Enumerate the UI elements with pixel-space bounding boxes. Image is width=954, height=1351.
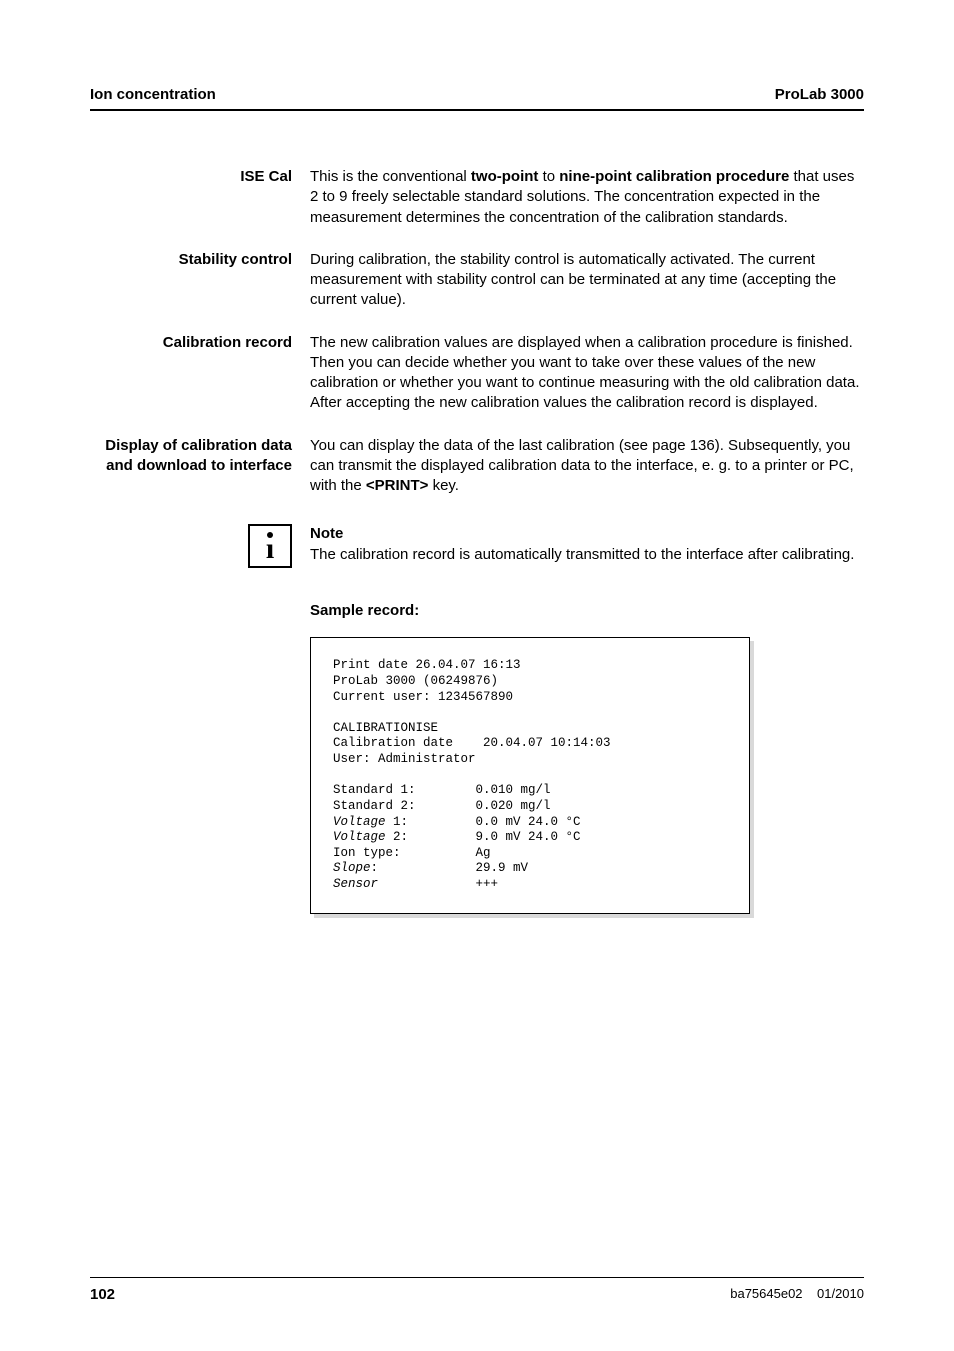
note-text: Note The calibration record is automatic… <box>310 524 864 568</box>
page: Ion concentration ProLab 3000 ISE Cal Th… <box>0 0 954 1351</box>
section-body: You can display the data of the last cal… <box>310 436 864 497</box>
footer-date: 01/2010 <box>817 1286 864 1301</box>
note-body: The calibration record is automatically … <box>310 546 854 563</box>
rec-line: Standard 2: 0.020 mg/l <box>333 799 551 813</box>
rec-line-italic: Slope <box>333 861 371 875</box>
rec-line: User: Administrator <box>333 752 476 766</box>
section-body: This is the conventional two-point to ni… <box>310 167 864 228</box>
section-calibration-record: Calibration record The new calibration v… <box>90 333 864 414</box>
text: This is the conventional <box>310 168 471 185</box>
page-header: Ion concentration ProLab 3000 <box>90 86 864 111</box>
rec-line: +++ <box>378 877 498 891</box>
header-left: Ion concentration <box>90 86 216 103</box>
rec-line: Print date 26.04.07 16:13 <box>333 658 521 672</box>
rec-line-italic: Voltage <box>333 815 386 829</box>
section-body: The new calibration values are displayed… <box>310 333 864 414</box>
info-icon: ı <box>248 524 292 568</box>
page-footer: 102 ba75645e02 01/2010 <box>90 1277 864 1303</box>
rec-line: 1: 0.0 mV 24.0 °C <box>386 815 581 829</box>
sample-wrap: Print date 26.04.07 16:13 ProLab 3000 (0… <box>90 637 864 913</box>
header-right: ProLab 3000 <box>775 86 864 103</box>
rec-line: 2: 9.0 mV 24.0 °C <box>386 830 581 844</box>
rec-line: CALIBRATIONISE <box>333 721 438 735</box>
sample-box: Print date 26.04.07 16:13 ProLab 3000 (0… <box>310 637 750 913</box>
text: key. <box>428 477 459 494</box>
sample-record-box: Print date 26.04.07 16:13 ProLab 3000 (0… <box>310 637 750 913</box>
page-number: 102 <box>90 1286 115 1303</box>
sample-heading-row: Sample record: <box>90 602 864 619</box>
spacer <box>90 602 310 619</box>
section-body: During calibration, the stability contro… <box>310 250 864 311</box>
section-label: Stability control <box>90 250 310 311</box>
rec-line-italic: Sensor <box>333 877 378 891</box>
rec-line: : 29.9 mV <box>371 861 529 875</box>
note-block: ı Note The calibration record is automat… <box>90 524 864 568</box>
spacer <box>90 637 310 913</box>
section-label: Display of calibration data and download… <box>90 436 310 497</box>
rec-line: Standard 1: 0.010 mg/l <box>333 783 551 797</box>
rec-line-italic: Voltage <box>333 830 386 844</box>
section-ise-cal: ISE Cal This is the conventional two-poi… <box>90 167 864 228</box>
rec-line: ProLab 3000 (06249876) <box>333 674 498 688</box>
text-bold: two-point <box>471 168 538 185</box>
section-label: Calibration record <box>90 333 310 414</box>
rec-line: Calibration date 20.04.07 10:14:03 <box>333 736 611 750</box>
info-icon-stem: ı <box>266 534 274 564</box>
rec-line: Ion type: Ag <box>333 846 491 860</box>
note-icon-wrap: ı <box>90 524 310 568</box>
footer-doc: ba75645e02 <box>730 1286 802 1301</box>
footer-right: ba75645e02 01/2010 <box>730 1286 864 1303</box>
text-bold: <PRINT> <box>366 477 429 494</box>
text: to <box>538 168 559 185</box>
rec-line: Current user: 1234567890 <box>333 690 513 704</box>
note-heading: Note <box>310 524 864 544</box>
section-stability: Stability control During calibration, th… <box>90 250 864 311</box>
section-display-download: Display of calibration data and download… <box>90 436 864 497</box>
section-label: ISE Cal <box>90 167 310 228</box>
sample-heading: Sample record: <box>310 602 419 619</box>
text-bold: nine-point calibration procedure <box>559 168 789 185</box>
